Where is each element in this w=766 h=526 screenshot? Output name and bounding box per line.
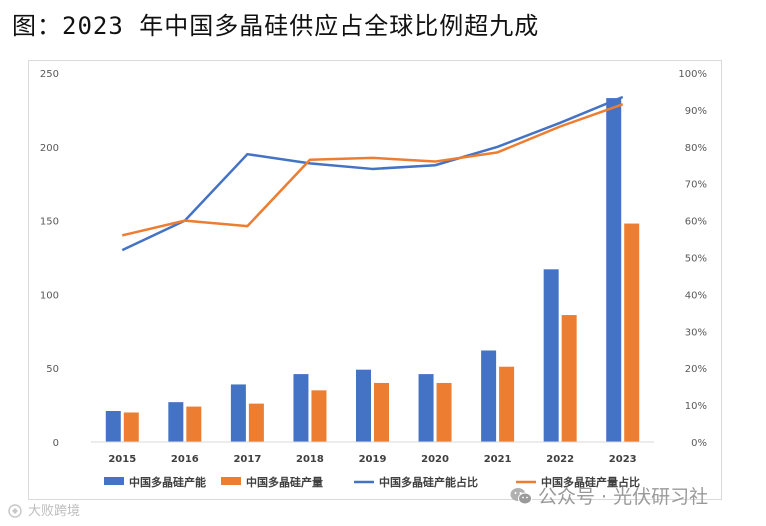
right-axis-tick-label: 50% bbox=[685, 254, 707, 265]
bar-capacity bbox=[481, 350, 497, 442]
right-axis-tick-label: 90% bbox=[685, 106, 707, 117]
bar-output bbox=[374, 382, 389, 442]
bar-output bbox=[186, 406, 202, 442]
lines bbox=[121, 95, 624, 252]
watermark-logo-icon bbox=[8, 504, 22, 522]
watermark-right-text: 公众号 · 光伏研习社 bbox=[538, 486, 709, 508]
right-axis-tick-label: 0% bbox=[691, 438, 707, 449]
line-output-share bbox=[121, 103, 624, 237]
x-axis-tick-label: 2021 bbox=[484, 454, 512, 465]
x-axis-tick-label: 2015 bbox=[108, 454, 136, 465]
right-axis-tick-label: 70% bbox=[685, 180, 707, 191]
watermark-right: 公众号 · 光伏研习社 bbox=[510, 482, 708, 511]
right-axis-tick-label: 60% bbox=[685, 217, 707, 228]
right-axis-tick-label: 20% bbox=[685, 364, 707, 375]
bar-capacity bbox=[168, 402, 184, 442]
bar-capacity bbox=[606, 98, 622, 443]
bar-output bbox=[561, 315, 577, 442]
x-axis-tick-label: 2017 bbox=[233, 454, 261, 465]
watermark-left-text: 大败跨境 bbox=[28, 504, 81, 519]
bar-output bbox=[248, 403, 264, 442]
x-axis: 2015 2016 2017 2018 2019 2020 2021 2022 2023 bbox=[91, 441, 654, 465]
left-axis-tick-label: 150 bbox=[40, 217, 59, 228]
right-axis-tick-label: 40% bbox=[685, 290, 707, 301]
legend-label: 中国多晶硅产能 bbox=[129, 475, 206, 489]
right-axis: 0% 10% 20% 30% 40% 50% 60% 70% 80% 90% 100% bbox=[678, 69, 707, 449]
wechat-icon bbox=[510, 487, 532, 511]
legend: 中国多晶硅产能 中国多晶硅产量 中国多晶硅产能占比 中国多晶硅产量占比 bbox=[104, 475, 640, 489]
right-axis-tick-label: 80% bbox=[685, 143, 707, 154]
right-axis-tick-label: 10% bbox=[685, 401, 707, 412]
bar-output bbox=[123, 412, 139, 442]
chart-title: 图：2023 年中国多晶硅供应占全球比例超九成 bbox=[12, 12, 540, 40]
legend-swatch bbox=[104, 477, 124, 485]
x-axis-tick-label: 2019 bbox=[359, 454, 387, 465]
bar-output bbox=[624, 223, 640, 442]
line-capacity-share bbox=[121, 95, 624, 252]
watermark-left: 大败跨境 bbox=[8, 500, 80, 522]
left-axis-tick-label: 0 bbox=[53, 438, 59, 449]
legend-label: 中国多晶硅产量占比 bbox=[541, 475, 640, 489]
left-axis-tick-label: 250 bbox=[40, 69, 59, 80]
bar-capacity bbox=[543, 269, 559, 442]
chart-svg: 0 50 100 150 200 250 0% 10% 20% 30% 40% 50% 60% 70% 8… bbox=[40, 69, 707, 489]
bar-capacity bbox=[293, 374, 309, 442]
bar-output bbox=[311, 390, 327, 442]
chart-area: 0 50 100 150 200 250 0% 10% 20% 30% 40% 50% 60% 70% 8… bbox=[28, 60, 722, 500]
right-axis-tick-label: 30% bbox=[685, 327, 707, 338]
bar-capacity bbox=[418, 374, 434, 442]
left-axis-tick-label: 200 bbox=[40, 143, 59, 154]
x-axis-tick-label: 2016 bbox=[171, 454, 199, 465]
bars bbox=[105, 98, 640, 443]
legend-swatch bbox=[221, 477, 241, 485]
x-axis-tick-label: 2022 bbox=[546, 454, 574, 465]
bar-capacity bbox=[105, 411, 121, 442]
bar-capacity bbox=[356, 369, 371, 442]
x-axis-tick-label: 2020 bbox=[421, 454, 449, 465]
right-axis-tick-label: 100% bbox=[678, 69, 707, 80]
left-axis: 0 50 100 150 200 250 bbox=[40, 69, 59, 449]
x-axis-tick-label: 2023 bbox=[609, 454, 637, 465]
bar-output bbox=[499, 366, 515, 442]
bar-capacity bbox=[230, 384, 246, 442]
bar-output bbox=[436, 382, 452, 442]
legend-label: 中国多晶硅产量 bbox=[246, 475, 323, 489]
left-axis-tick-label: 100 bbox=[40, 290, 59, 301]
x-axis-tick-label: 2018 bbox=[296, 454, 324, 465]
legend-label: 中国多晶硅产能占比 bbox=[379, 475, 478, 489]
left-axis-tick-label: 50 bbox=[46, 364, 59, 375]
